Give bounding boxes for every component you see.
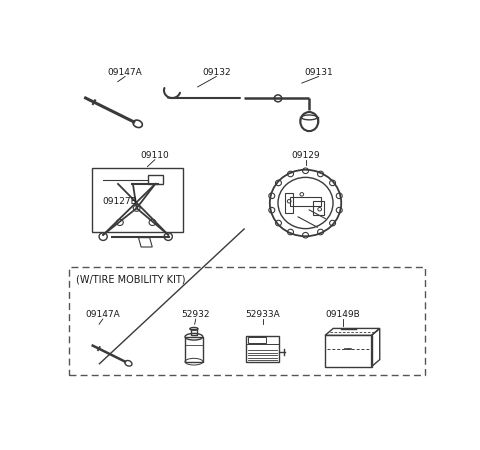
- Bar: [92, 168, 183, 233]
- Bar: [285, 194, 293, 213]
- Bar: [246, 336, 279, 362]
- Text: 09110: 09110: [141, 151, 169, 160]
- Bar: [325, 335, 372, 367]
- Text: 09131: 09131: [304, 68, 333, 76]
- Text: 52933A: 52933A: [245, 310, 280, 319]
- Text: 09127B: 09127B: [103, 197, 138, 206]
- Bar: [290, 197, 321, 207]
- Text: 09147A: 09147A: [85, 310, 120, 319]
- Bar: [191, 329, 197, 335]
- Bar: [248, 337, 266, 343]
- Text: 09132: 09132: [202, 68, 230, 76]
- Bar: [148, 175, 163, 184]
- Text: 09147A: 09147A: [108, 68, 143, 76]
- Text: (W/TIRE MOBILITY KIT): (W/TIRE MOBILITY KIT): [76, 274, 185, 285]
- Bar: [313, 201, 324, 215]
- Bar: [185, 337, 203, 362]
- Bar: [69, 267, 424, 374]
- Text: 09129: 09129: [291, 151, 320, 160]
- Text: 09149B: 09149B: [325, 310, 360, 319]
- Text: 52932: 52932: [181, 310, 210, 319]
